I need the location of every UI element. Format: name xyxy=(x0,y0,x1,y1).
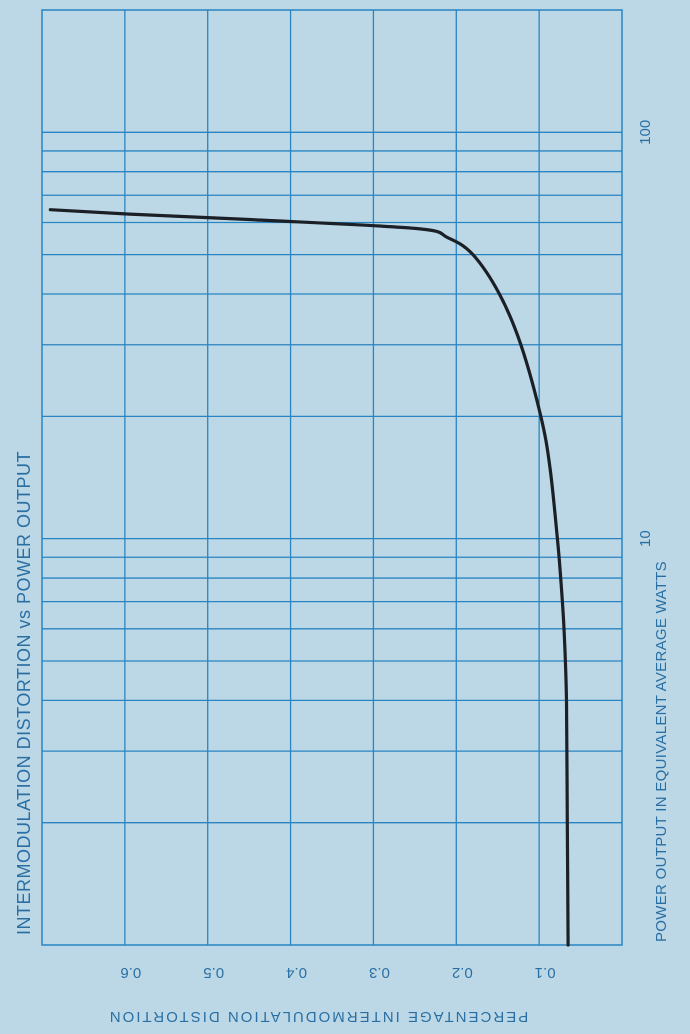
plot-frame xyxy=(41,9,623,946)
x-axis-label: POWER OUTPUT IN EQUIVALENT AVERAGE WATTS xyxy=(653,561,670,942)
y-tick-label: 0.4 xyxy=(286,964,307,981)
series-layer xyxy=(48,208,570,947)
x-tick-label: 100 xyxy=(637,120,654,145)
distortion-curve xyxy=(48,208,570,947)
y-tick-label: 0.3 xyxy=(369,964,390,981)
y-tick-label: 0.6 xyxy=(120,964,141,981)
axis-labels: INTERMODULATION DISTORTION vs POWER OUTP… xyxy=(14,120,670,1025)
x-tick-label: 10 xyxy=(637,530,654,547)
y-axis-label: PERCENTAGE INTERMODULATION DISTORTION xyxy=(108,1008,528,1025)
grid-lines xyxy=(41,9,623,946)
chart-title: INTERMODULATION DISTORTION vs POWER OUTP… xyxy=(14,451,34,935)
y-tick-label: 0.1 xyxy=(535,964,556,981)
y-tick-label: 0.5 xyxy=(203,964,224,981)
y-tick-label: 0.2 xyxy=(452,964,473,981)
